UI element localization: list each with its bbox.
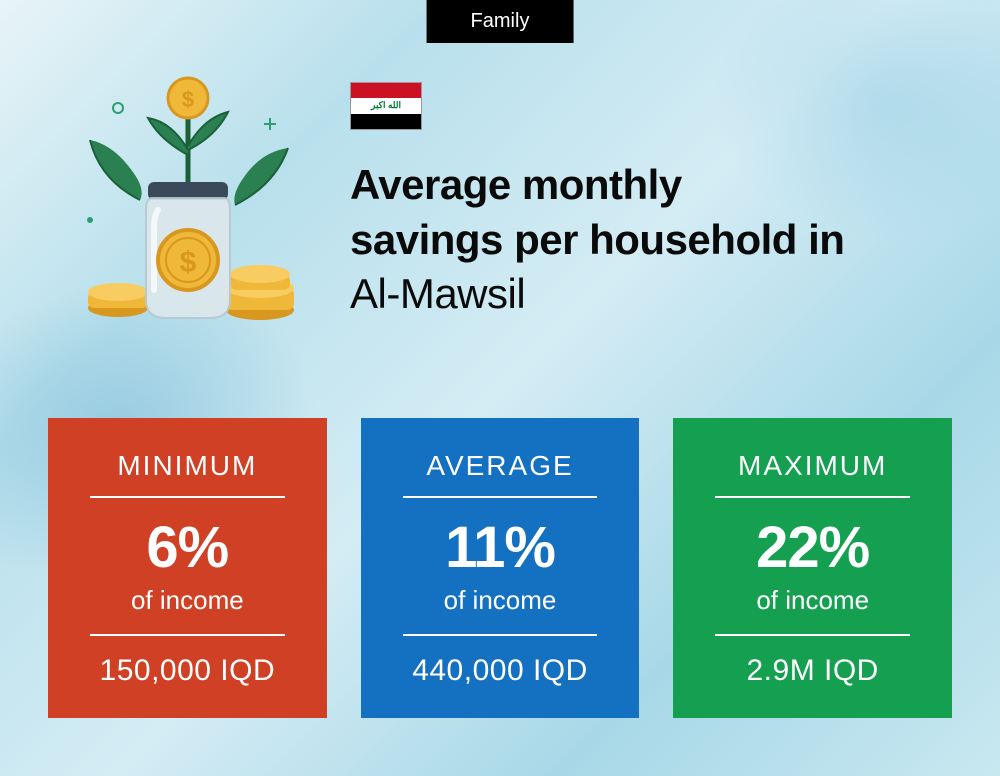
card-label: MAXIMUM	[697, 450, 928, 496]
svg-text:$: $	[182, 87, 194, 112]
svg-text:$: $	[180, 246, 197, 279]
page-title: Average monthly savings per household in…	[350, 158, 960, 322]
stat-cards: MINIMUM 6% of income 150,000 IQD AVERAGE…	[48, 418, 952, 718]
title-line1: Average monthly	[350, 161, 682, 208]
card-percent: 22%	[697, 498, 928, 585]
card-amount: 150,000 IQD	[72, 636, 303, 688]
card-sub: of income	[385, 585, 616, 634]
card-amount: 2.9M IQD	[697, 636, 928, 688]
card-percent: 6%	[72, 498, 303, 585]
title-city: Al-Mawsil	[350, 270, 525, 317]
card-percent: 11%	[385, 498, 616, 585]
flag-script: الله اكبر	[371, 100, 401, 111]
title-line2: savings per household in	[350, 216, 844, 263]
flag-stripe-bot	[351, 114, 421, 129]
header: $ $ الله اكبر	[60, 70, 960, 330]
card-minimum: MINIMUM 6% of income 150,000 IQD	[48, 418, 327, 718]
title-block: الله اكبر Average monthly savings per ho…	[350, 70, 960, 322]
card-maximum: MAXIMUM 22% of income 2.9M IQD	[673, 418, 952, 718]
category-tag: Family	[427, 0, 574, 43]
card-label: AVERAGE	[385, 450, 616, 496]
flag-stripe-mid: الله اكبر	[351, 98, 421, 113]
card-sub: of income	[697, 585, 928, 634]
card-average: AVERAGE 11% of income 440,000 IQD	[361, 418, 640, 718]
iraq-flag-icon: الله اكبر	[350, 82, 422, 130]
savings-jar-illustration: $ $	[60, 70, 310, 330]
flag-stripe-top	[351, 83, 421, 98]
card-amount: 440,000 IQD	[385, 636, 616, 688]
card-label: MINIMUM	[72, 450, 303, 496]
card-sub: of income	[72, 585, 303, 634]
